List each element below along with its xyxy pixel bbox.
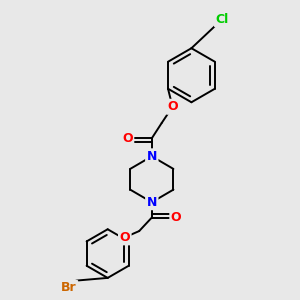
Text: O: O	[122, 132, 133, 145]
Text: Br: Br	[61, 281, 77, 294]
Text: O: O	[171, 211, 182, 224]
Text: N: N	[147, 150, 157, 163]
Text: O: O	[119, 231, 130, 244]
Text: Cl: Cl	[215, 13, 229, 26]
Text: O: O	[167, 100, 178, 113]
Text: N: N	[147, 196, 157, 209]
